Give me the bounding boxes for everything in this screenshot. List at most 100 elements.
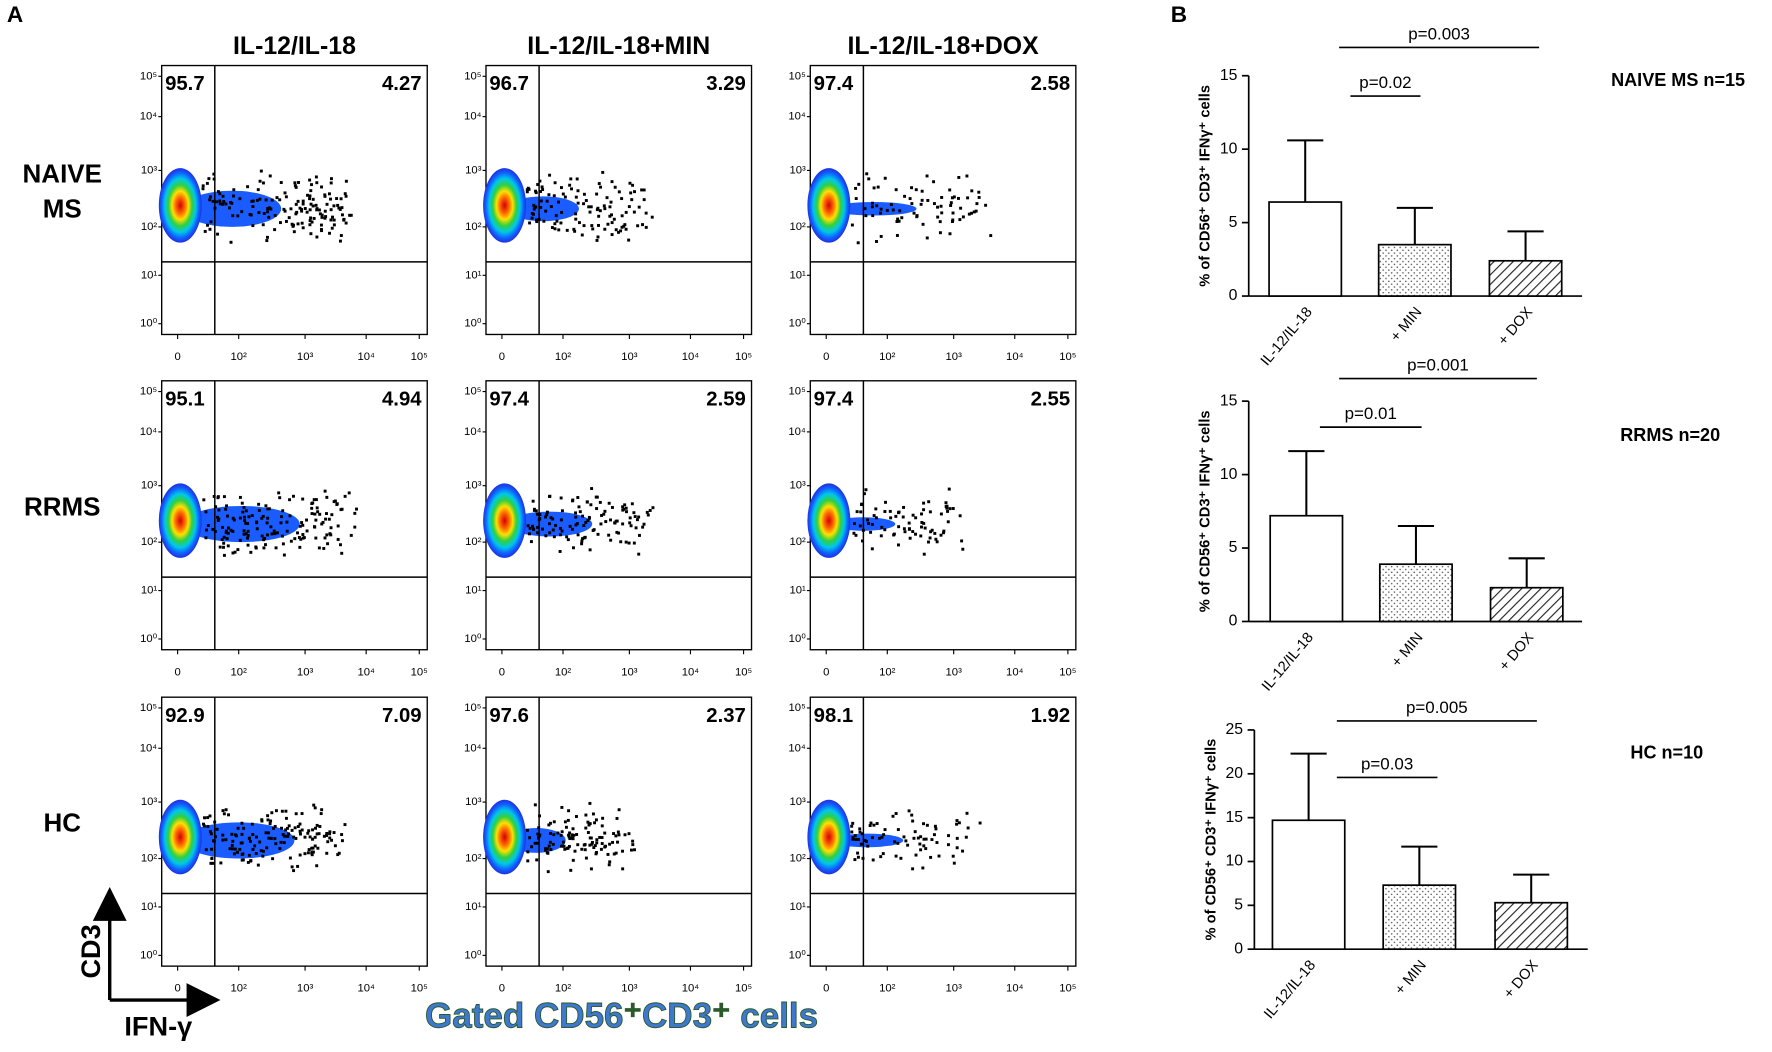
event-dot	[315, 207, 319, 211]
event-dot	[544, 848, 547, 852]
event-dot	[908, 536, 912, 540]
event-dot	[534, 191, 538, 195]
event-dot	[254, 852, 258, 855]
event-dot	[599, 185, 603, 189]
event-dot	[539, 205, 543, 209]
event-dot	[919, 534, 923, 538]
event-dot	[961, 215, 965, 219]
event-dot	[584, 520, 588, 524]
event-dot	[637, 515, 641, 519]
event-dot	[315, 864, 319, 868]
event-dot	[972, 210, 976, 214]
event-dot	[209, 861, 213, 865]
event-dot	[216, 515, 219, 519]
event-dot	[297, 180, 300, 184]
event-dot	[610, 213, 613, 217]
event-dot	[222, 553, 226, 557]
event-dot	[858, 827, 862, 831]
x-tick-label: 0	[823, 666, 829, 678]
event-dot	[525, 190, 529, 194]
event-dot	[600, 842, 604, 846]
event-dot	[298, 206, 302, 210]
event-dot	[948, 507, 952, 511]
y-tick-label: 10³	[465, 796, 482, 808]
event-dot	[621, 867, 625, 871]
event-dot	[300, 208, 303, 211]
event-dot	[871, 858, 875, 862]
event-dot	[281, 832, 285, 836]
event-dot	[534, 509, 538, 513]
event-dot	[622, 224, 626, 228]
event-dot	[535, 858, 539, 862]
x-tick-label: 10³	[946, 351, 963, 363]
event-dot	[617, 808, 621, 812]
event-dot	[224, 202, 228, 206]
event-dot	[284, 828, 288, 832]
event-dot	[203, 816, 206, 820]
event-dot	[611, 840, 615, 844]
event-dot	[246, 543, 250, 547]
event-dot	[632, 210, 636, 214]
event-dot	[203, 229, 207, 233]
y-tick-label: 10⁰	[789, 633, 807, 645]
event-dot	[933, 824, 937, 828]
event-dot	[320, 808, 324, 812]
event-dot	[339, 234, 343, 237]
event-dot	[243, 519, 247, 522]
event-dot	[202, 822, 205, 826]
density-core	[807, 483, 851, 558]
event-dot	[218, 192, 222, 196]
event-dot	[623, 503, 627, 507]
event-dot	[612, 832, 616, 836]
event-dot	[534, 189, 537, 193]
event-dot	[548, 173, 552, 177]
event-dot	[553, 227, 557, 231]
event-dot	[610, 506, 614, 509]
y-axis-label: % of CD56⁺ CD3⁺ IFNγ⁺ cells	[1198, 410, 1214, 612]
axis-label: CD3	[75, 924, 106, 978]
event-dot	[283, 209, 287, 213]
event-dot	[588, 548, 592, 552]
bar	[1269, 514, 1344, 623]
x-tick-label: 0	[823, 983, 829, 995]
y-tick-label: 10³	[141, 796, 158, 808]
event-dot	[620, 197, 624, 201]
event-dot	[273, 532, 277, 536]
event-dot	[597, 182, 601, 186]
quadrant-value: 4.94	[382, 388, 422, 410]
event-dot	[551, 528, 555, 532]
event-dot	[936, 205, 940, 209]
event-dot	[230, 847, 234, 851]
event-dot	[302, 536, 306, 540]
event-dot	[911, 513, 915, 517]
event-dot	[224, 838, 228, 842]
quadrant-value: 98.1	[814, 705, 854, 727]
quadrant-value: 2.55	[1031, 388, 1071, 410]
event-dot	[854, 197, 858, 201]
event-dot	[260, 819, 264, 823]
event-dot	[894, 188, 898, 192]
y-tick-label: 10⁰	[140, 318, 158, 330]
event-dot	[208, 227, 212, 231]
event-dot	[596, 235, 600, 239]
event-dot	[542, 219, 546, 223]
event-dot	[327, 517, 331, 521]
event-dot	[967, 212, 971, 216]
event-dot	[208, 814, 212, 818]
event-dot	[940, 195, 944, 199]
event-dot	[634, 526, 638, 530]
event-dot	[209, 832, 213, 836]
event-dot	[210, 847, 214, 851]
event-dot	[911, 867, 915, 871]
event-dot	[207, 177, 211, 181]
event-dot	[340, 551, 344, 555]
event-dot	[332, 831, 336, 835]
x-tick-label: 10³	[297, 351, 314, 363]
event-dot	[286, 826, 289, 830]
event-dot	[574, 515, 578, 519]
event-dot	[594, 818, 598, 822]
y-tick-label: 10³	[789, 164, 806, 176]
event-dot	[325, 533, 329, 537]
event-dot	[240, 832, 244, 836]
y-tick-label: 10⁵	[464, 70, 481, 82]
